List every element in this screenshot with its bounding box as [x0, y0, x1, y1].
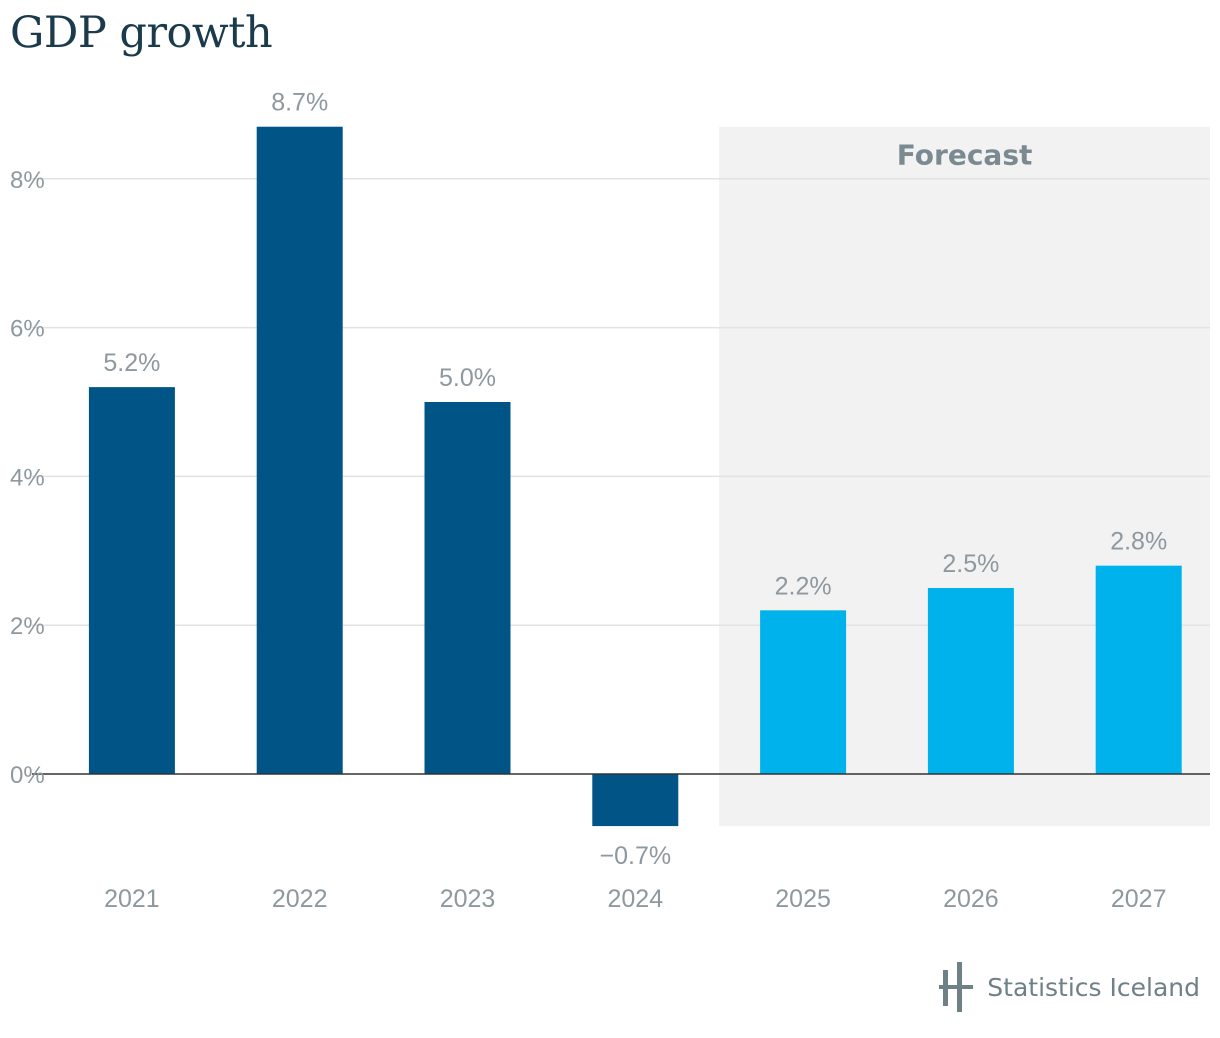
- bar-2027: [1095, 565, 1182, 774]
- bars: [88, 126, 1182, 827]
- x-tick-label: 2026: [943, 885, 999, 913]
- value-label: 2.8%: [1110, 528, 1167, 556]
- labels: Forecast 0% 2% 4% 6% 8% 5.2% 2021 8.7% 2022 5.0% 20…: [10, 89, 1167, 913]
- value-label: −0.7%: [600, 842, 672, 870]
- x-tick-label: 2025: [775, 885, 831, 913]
- bar-2021: [88, 387, 175, 774]
- chart-title: GDP growth: [10, 8, 273, 58]
- statistics-iceland-logo-icon: [939, 962, 974, 1012]
- x-tick-label: 2022: [272, 885, 328, 913]
- y-tick-label: 8%: [10, 167, 45, 194]
- bar-2023: [424, 402, 511, 774]
- value-label: 8.7%: [271, 89, 328, 117]
- bar-2024: [592, 774, 679, 827]
- x-tick-label: 2027: [1111, 885, 1167, 913]
- x-tick-label: 2021: [104, 885, 160, 913]
- value-label: 5.0%: [439, 364, 496, 392]
- forecast-label: Forecast: [897, 139, 1033, 172]
- x-tick-label: 2023: [440, 885, 496, 913]
- x-tick-label: 2024: [607, 885, 663, 913]
- y-tick-label: 2%: [10, 613, 45, 640]
- y-tick-label: 4%: [10, 464, 45, 491]
- statistics-iceland-logo: Statistics Iceland: [939, 962, 1200, 1012]
- y-tick-label: 0%: [10, 762, 45, 789]
- value-label: 2.2%: [775, 572, 832, 600]
- bar-2025: [760, 610, 847, 774]
- bar-2022: [256, 126, 343, 775]
- y-tick-label: 6%: [10, 316, 45, 343]
- bar-2026: [927, 588, 1014, 774]
- logo-text: Statistics Iceland: [987, 972, 1200, 1002]
- value-label: 5.2%: [103, 349, 160, 377]
- value-label: 2.5%: [942, 550, 999, 578]
